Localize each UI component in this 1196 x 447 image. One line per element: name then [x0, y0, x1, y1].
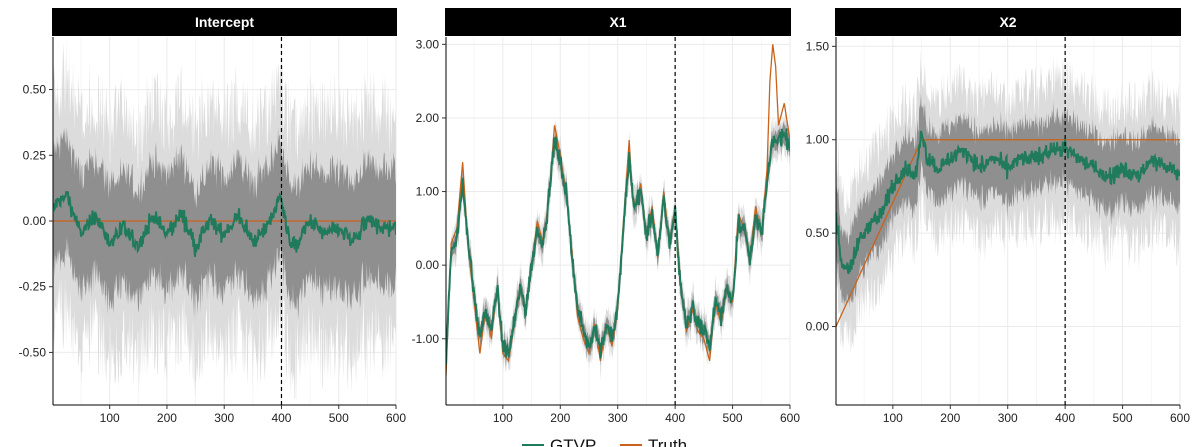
y-tick-label: -0.25	[19, 280, 47, 294]
x-tick-label: 100	[493, 411, 513, 425]
x-tick-label: 200	[550, 411, 570, 425]
plot-area	[53, 37, 396, 405]
plot-area	[446, 44, 790, 387]
outer-credible-band	[446, 107, 790, 387]
y-tick-label: 2.00	[416, 111, 440, 125]
legend: GTVP Truth	[522, 436, 687, 447]
x-tick-label: 400	[1055, 411, 1075, 425]
x-tick-label: 200	[157, 411, 177, 425]
y-tick-label: 0.00	[416, 258, 440, 272]
x-tick-label: 500	[1113, 411, 1133, 425]
y-tick-label: -1.00	[412, 332, 440, 346]
y-tick-label: 0.50	[23, 83, 47, 97]
panel-x2: X2 0.00 0.50 1.00 1.50 100 200 300 400 500 600	[806, 8, 1190, 425]
y-tick-label: 0.00	[806, 320, 830, 334]
facet-strip-title: X2	[999, 14, 1016, 30]
facet-strip-title: X1	[609, 14, 626, 30]
x-tick-label: 300	[998, 411, 1018, 425]
truth-line	[836, 139, 1180, 327]
x-tick-label: 100	[100, 411, 120, 425]
panel-x1: X1 -1.00 0.00 1.00 2.00 3.00 100 200 300 400 500 60…	[412, 8, 800, 425]
x-tick-label: 600	[780, 411, 800, 425]
x-tick-label: 500	[329, 411, 349, 425]
facet-strip	[835, 8, 1181, 36]
facet-strip	[52, 8, 397, 36]
gtvp-line	[836, 130, 1180, 275]
x-tick-label: 200	[940, 411, 960, 425]
x-tick-label: 400	[271, 411, 291, 425]
x-tick-label: 500	[723, 411, 743, 425]
plot-area	[836, 48, 1180, 356]
x-tick-label: 300	[214, 411, 234, 425]
inner-credible-band	[53, 125, 396, 322]
gtvp-line	[446, 128, 790, 365]
y-tick-label: 1.50	[806, 39, 830, 53]
inner-credible-band	[836, 93, 1180, 309]
facet-strip	[445, 8, 791, 36]
facet-strip-title: Intercept	[195, 14, 254, 30]
y-tick-label: 0.00	[23, 214, 47, 228]
x-tick-label: 300	[608, 411, 628, 425]
x-tick-label: 100	[883, 411, 903, 425]
legend-label-truth: Truth	[648, 436, 687, 447]
y-tick-label: -0.50	[19, 345, 47, 359]
y-tick-label: 1.00	[806, 133, 830, 147]
y-tick-label: 0.25	[23, 148, 47, 162]
panel-intercept: Intercept -0.50 -0.25 0.00 0.25 0.50 100 200 300…	[19, 8, 406, 425]
x-tick-label: 600	[1170, 411, 1190, 425]
y-tick-label: 3.00	[416, 37, 440, 51]
y-tick-label: 1.00	[416, 185, 440, 199]
x-tick-label: 400	[665, 411, 685, 425]
gtvp-line	[53, 190, 396, 257]
legend-label-gtvp: GTVP	[550, 436, 596, 447]
y-tick-label: 0.50	[806, 226, 830, 240]
x-tick-label: 600	[386, 411, 406, 425]
